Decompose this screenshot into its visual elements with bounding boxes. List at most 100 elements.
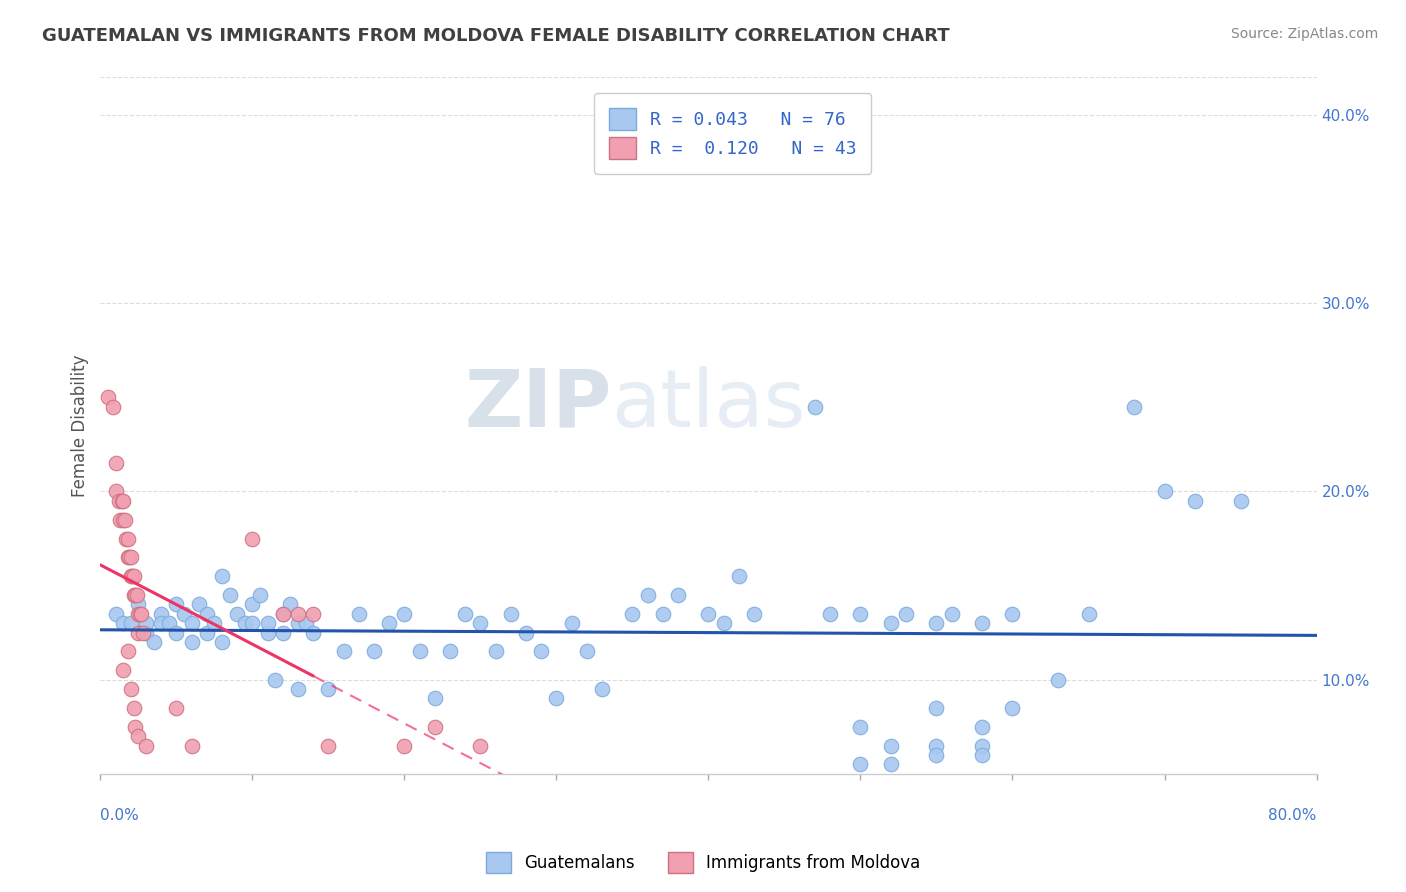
Point <box>294 616 316 631</box>
Point <box>125 588 148 602</box>
Point <box>226 607 249 621</box>
Point <box>378 616 401 631</box>
Point <box>127 729 149 743</box>
Point <box>621 607 644 621</box>
Point <box>591 682 613 697</box>
Point <box>180 616 202 631</box>
Point <box>256 625 278 640</box>
Point <box>347 607 370 621</box>
Point <box>546 691 568 706</box>
Point <box>122 701 145 715</box>
Point <box>530 644 553 658</box>
Point <box>117 550 139 565</box>
Point <box>1153 484 1175 499</box>
Point <box>124 588 146 602</box>
Point <box>111 494 134 508</box>
Point <box>515 625 537 640</box>
Point <box>108 513 131 527</box>
Text: 80.0%: 80.0% <box>1268 808 1316 823</box>
Point <box>1184 494 1206 508</box>
Point <box>728 569 751 583</box>
Point <box>97 390 120 404</box>
Point <box>114 513 136 527</box>
Point <box>195 625 218 640</box>
Point <box>135 625 157 640</box>
Point <box>135 616 157 631</box>
Point <box>849 607 872 621</box>
Point <box>972 616 994 631</box>
Point <box>122 588 145 602</box>
Point <box>112 616 135 631</box>
Text: Source: ZipAtlas.com: Source: ZipAtlas.com <box>1230 27 1378 41</box>
Point <box>211 635 233 649</box>
Point <box>104 484 127 499</box>
Point <box>271 607 294 621</box>
Text: atlas: atlas <box>612 366 806 443</box>
Point <box>165 625 187 640</box>
Point <box>135 739 157 753</box>
Point <box>880 616 903 631</box>
Point <box>271 607 294 621</box>
Point <box>561 616 583 631</box>
Point <box>127 625 149 640</box>
Point <box>165 701 187 715</box>
Point <box>972 739 994 753</box>
Point <box>120 569 142 583</box>
Point <box>423 691 446 706</box>
Point <box>972 747 994 762</box>
Point <box>142 635 165 649</box>
Point <box>1229 494 1251 508</box>
Point <box>972 720 994 734</box>
Point <box>195 607 218 621</box>
Point <box>849 720 872 734</box>
Point <box>264 673 287 687</box>
Point <box>894 607 917 621</box>
Point <box>394 739 416 753</box>
Point <box>120 550 142 565</box>
Point <box>1047 673 1070 687</box>
Point <box>180 635 202 649</box>
Point <box>157 616 180 631</box>
Point <box>423 720 446 734</box>
Point <box>302 625 325 640</box>
Point <box>112 513 135 527</box>
Point <box>240 616 263 631</box>
Point <box>470 616 492 631</box>
Point <box>485 644 508 658</box>
Legend: Guatemalans, Immigrants from Moldova: Guatemalans, Immigrants from Moldova <box>479 846 927 880</box>
Point <box>454 607 477 621</box>
Point <box>280 598 302 612</box>
Point <box>1001 607 1024 621</box>
Point <box>925 701 948 715</box>
Point <box>713 616 735 631</box>
Point <box>880 739 903 753</box>
Point <box>104 607 127 621</box>
Point <box>287 616 309 631</box>
Point <box>1077 607 1099 621</box>
Point <box>118 550 141 565</box>
Point <box>240 598 263 612</box>
Point <box>127 598 149 612</box>
Point <box>120 682 142 697</box>
Point <box>121 569 143 583</box>
Legend: R = 0.043   N = 76, R =  0.120   N = 43: R = 0.043 N = 76, R = 0.120 N = 43 <box>595 94 872 174</box>
Point <box>124 720 146 734</box>
Point <box>332 644 354 658</box>
Point <box>249 588 271 602</box>
Point <box>666 588 689 602</box>
Point <box>112 494 135 508</box>
Point <box>880 757 903 772</box>
Point <box>233 616 256 631</box>
Point <box>925 747 948 762</box>
Point <box>165 598 187 612</box>
Point <box>211 569 233 583</box>
Point <box>925 739 948 753</box>
Point <box>150 607 173 621</box>
Point <box>132 625 155 640</box>
Point <box>941 607 963 621</box>
Point <box>318 739 340 753</box>
Point <box>271 625 294 640</box>
Point <box>112 663 135 677</box>
Point <box>470 739 492 753</box>
Point <box>394 607 416 621</box>
